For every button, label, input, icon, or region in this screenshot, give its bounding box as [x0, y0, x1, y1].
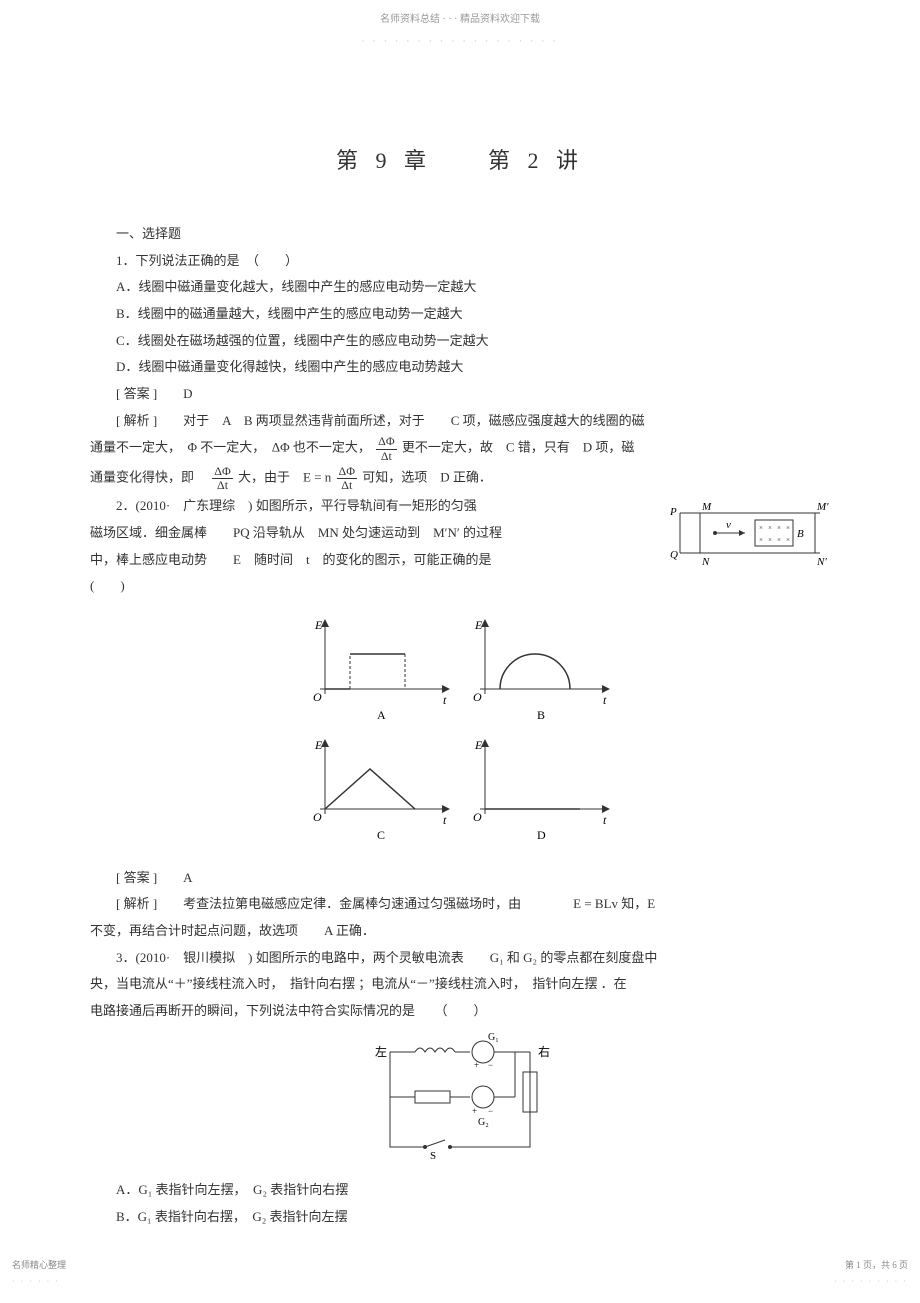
svg-text:O: O [313, 810, 322, 824]
fraction-3: ΔΦ Δt [337, 465, 358, 492]
q1-option-a: A．线圈中磁通量变化越大，线圈中产生的感应电动势一定越大 [90, 275, 830, 300]
frac-den: Δt [376, 450, 397, 463]
label-Mp: M′ [816, 501, 829, 513]
section-heading: 一、选择题 [90, 222, 830, 247]
q1-analysis-3a: 通量变化得快，即 [90, 469, 207, 484]
svg-text:t: t [603, 813, 607, 827]
q1-analysis-3: 通量变化得快，即 ΔΦ Δt 大，由于 E = n ΔΦ Δt 可知，选项 D … [90, 465, 830, 492]
q2-rail-figure: × × × × × × × × P Q M N M′ N′ v B [660, 498, 830, 577]
q1-option-b: B．线圈中的磁通量越大，线圈中产生的感应电动势一定越大 [90, 302, 830, 327]
header-top: 名师资料总结 · · · 精品资料欢迎下载 [90, 10, 830, 29]
svg-text:−: − [488, 1060, 493, 1070]
chapter-title: 第 9 章 第 2 讲 [90, 140, 830, 182]
label-P: P [669, 506, 677, 518]
label-N: N [701, 556, 710, 568]
svg-text:t: t [443, 813, 447, 827]
svg-text:G₂: G₂ [478, 1117, 489, 1128]
svg-text:E: E [314, 618, 323, 632]
svg-text:G₁: G₁ [488, 1032, 499, 1043]
page-footer: 名师精心整理 · · · · · · 第 1 页，共 6 页 · · · · ·… [12, 1257, 908, 1289]
svg-text:D: D [537, 828, 546, 842]
svg-text:−: − [488, 1106, 493, 1116]
q3-stem-l2: 央，当电流从“＋”接线柱流入时， 指针向右摆 ；电流从“－”接线柱流入时， 指针… [90, 972, 830, 997]
frac-num: ΔΦ [212, 465, 233, 479]
q1-answer: [ 答案 ] D [90, 382, 830, 407]
q3-circuit: 左 右 G₁ + − + − G₂ S [90, 1032, 830, 1171]
svg-text:×: × [768, 536, 772, 544]
label-Q: Q [670, 549, 678, 561]
q1-option-d: D．线圈中磁通量变化得越快，线圈中产生的感应电动势越大 [90, 355, 830, 380]
svg-text:×: × [777, 524, 781, 532]
svg-text:×: × [786, 524, 790, 532]
svg-text:C: C [377, 828, 385, 842]
svg-text:S: S [430, 1150, 436, 1162]
svg-text:左: 左 [375, 1044, 387, 1059]
q2-stem-l4: ( ) [90, 574, 830, 599]
svg-text:×: × [759, 536, 763, 544]
svg-text:O: O [313, 690, 322, 704]
q2-answer: [ 答案 ] A [90, 866, 830, 891]
q1-analysis-3c: 可知，选项 D 正确． [362, 469, 492, 484]
svg-text:×: × [759, 524, 763, 532]
footer-right-text: 第 1 页，共 6 页 [845, 1260, 908, 1270]
footer-left-text: 名师精心整理 [12, 1260, 66, 1270]
q3-stem-l1: 3．(2010· 银川模拟 ) 如图所示的电路中，两个灵敏电流表 G₁ 和 G₂… [90, 946, 830, 971]
svg-text:O: O [473, 810, 482, 824]
q1-analysis-2b: 更不一定大，故 C 错，只有 D 项，磁 [402, 440, 635, 455]
q1-analysis-2a: 通量不一定大， Φ 不一定大， ΔΦ 也不一定大， [90, 440, 371, 455]
svg-text:+: + [472, 1106, 477, 1116]
svg-text:B: B [537, 708, 545, 722]
fraction-1: ΔΦ Δt [376, 435, 397, 462]
q3-stem-l3: 电路接通后再断开的瞬间，下列说法中符合实际情况的是 （ ） [90, 999, 830, 1024]
fraction-2: ΔΦ Δt [212, 465, 233, 492]
q3-option-a: A．G₁ 表指针向左摆， G₂ 表指针向右摆 [90, 1178, 830, 1203]
q1-analysis-3b: 大，由于 E = n [238, 469, 331, 484]
frac-num: ΔΦ [337, 465, 358, 479]
svg-text:t: t [443, 693, 447, 707]
frac-num: ΔΦ [376, 435, 397, 449]
q1-analysis-1: [ 解析 ] 对于 A B 两项显然违背前面所述，对于 C 项，磁感应强度越大的… [90, 409, 830, 434]
label-M: M [701, 501, 712, 513]
svg-text:E: E [474, 738, 483, 752]
svg-text:t: t [603, 693, 607, 707]
svg-text:O: O [473, 690, 482, 704]
q2-analysis-2: 不变，再结合计时起点问题，故选项 A 正确． [90, 919, 830, 944]
svg-text:A: A [377, 708, 386, 722]
header-dots: · · · · · · · · · · · · · · · · · · [90, 33, 830, 50]
frac-den: Δt [212, 479, 233, 492]
label-Np: N′ [816, 556, 827, 568]
svg-text:右: 右 [538, 1044, 550, 1059]
q1-stem: 1．下列说法正确的是 （ ） [90, 249, 830, 274]
q3-option-b: B．G₁ 表指针向右摆， G₂ 表指针向左摆 [90, 1205, 830, 1230]
svg-text:×: × [768, 524, 772, 532]
svg-text:E: E [314, 738, 323, 752]
svg-text:E: E [474, 618, 483, 632]
footer-right-dots: · · · · · · · · · [834, 1274, 908, 1289]
q1-analysis-2: 通量不一定大， Φ 不一定大， ΔΦ 也不一定大， ΔΦ Δt 更不一定大，故 … [90, 435, 830, 462]
q2-analysis-1: [ 解析 ] 考查法拉第电磁感应定律．金属棒匀速通过匀强磁场时，由 E = BL… [90, 892, 830, 917]
svg-text:×: × [777, 536, 781, 544]
label-v: v [726, 519, 731, 531]
q2-graphs: E O t A E O t B [90, 609, 830, 858]
frac-den: Δt [337, 479, 358, 492]
q1-option-c: C．线圈处在磁场越强的位置，线圈中产生的感应电动势一定越大 [90, 329, 830, 354]
footer-left-dots: · · · · · · [12, 1274, 66, 1289]
svg-text:×: × [786, 536, 790, 544]
svg-text:+: + [474, 1060, 479, 1070]
label-B: B [797, 528, 804, 540]
